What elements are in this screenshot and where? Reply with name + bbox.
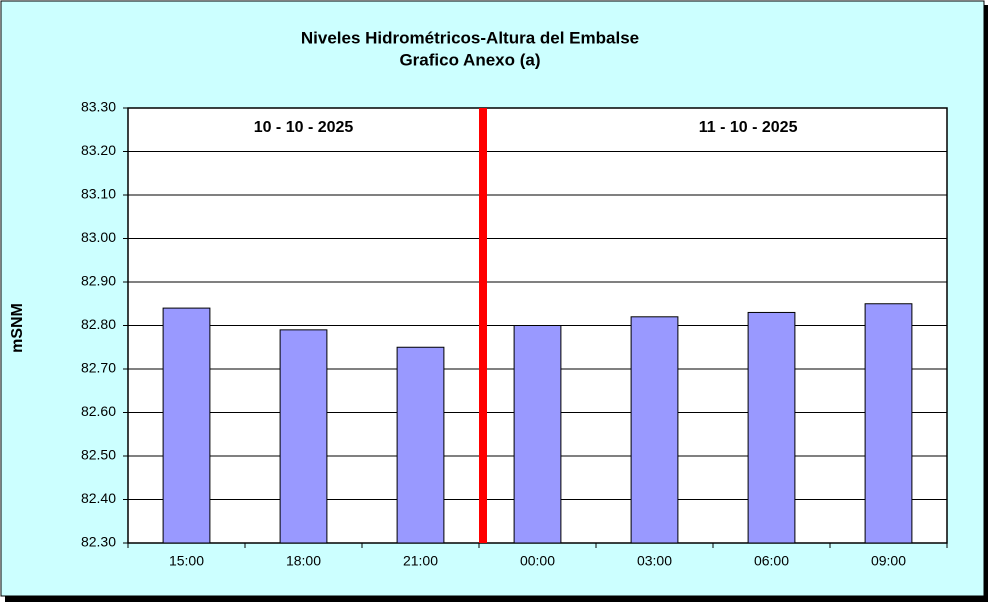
x-tick-label: 00:00 bbox=[520, 553, 555, 569]
x-tick-label: 09:00 bbox=[871, 553, 906, 569]
x-tick-label: 06:00 bbox=[754, 553, 789, 569]
bar bbox=[279, 329, 328, 544]
bar bbox=[162, 307, 211, 544]
x-tick-label: 03:00 bbox=[637, 553, 672, 569]
annotation: 10 - 10 - 2025 bbox=[254, 119, 354, 136]
y-tick-label: 82.50 bbox=[81, 447, 116, 463]
y-tick-label: 82.90 bbox=[81, 273, 116, 289]
bar bbox=[747, 311, 796, 544]
x-tick-label: 15:00 bbox=[169, 553, 204, 569]
chart-title: Niveles Hidrométricos-Altura del Embalse bbox=[301, 28, 639, 47]
bar bbox=[396, 346, 445, 544]
y-tick-label: 82.40 bbox=[81, 490, 116, 506]
y-tick-label: 82.80 bbox=[81, 316, 116, 332]
y-tick-label: 83.20 bbox=[81, 142, 116, 158]
chart-subtitle: Grafico Anexo (a) bbox=[399, 50, 540, 69]
annotation: 11 - 10 - 2025 bbox=[699, 119, 798, 136]
y-tick-label: 82.30 bbox=[81, 534, 116, 550]
x-tick-label: 21:00 bbox=[403, 553, 438, 569]
y-tick-label: 82.70 bbox=[81, 360, 116, 376]
y-tick-label: 83.10 bbox=[81, 186, 116, 202]
y-tick-label: 83.00 bbox=[81, 229, 116, 245]
y-tick-label: 83.30 bbox=[81, 99, 116, 115]
y-tick-label: 82.60 bbox=[81, 403, 116, 419]
bar bbox=[513, 325, 562, 544]
x-tick-label: 18:00 bbox=[286, 553, 321, 569]
y-axis-label: mSNM bbox=[9, 303, 26, 353]
bar bbox=[630, 316, 679, 544]
bar bbox=[864, 303, 913, 544]
